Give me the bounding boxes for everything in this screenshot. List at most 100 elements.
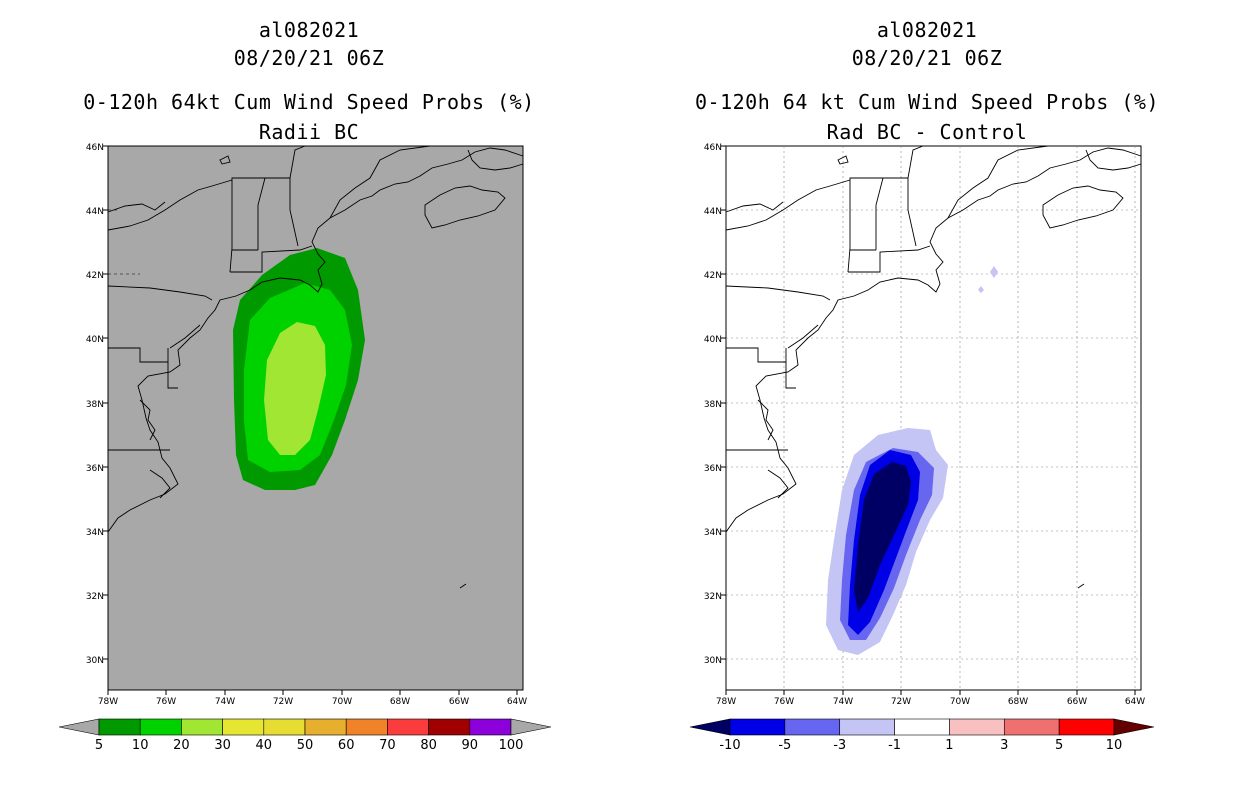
right-colorbar: -10 -5 -3 -1 1 3 5 10: [689, 718, 1155, 753]
colorbar-label: 1: [945, 738, 953, 753]
colorbar-label: 60: [338, 738, 355, 753]
colorbar-over-arrow: [510, 718, 552, 736]
colorbar-label: 10: [132, 738, 149, 753]
colorbar-swatch: [949, 718, 1005, 736]
probability-contours: [233, 248, 365, 490]
colorbar-swatch: [387, 718, 429, 736]
lat-label: 34N: [86, 528, 104, 538]
coastlines-borders: [107, 145, 524, 589]
lon-label: 78W: [716, 697, 736, 707]
lat-label: 42N: [704, 271, 722, 281]
colorbar-swatch: [729, 718, 786, 736]
colorbar-swatch: [263, 718, 306, 736]
colorbar-label: -1: [888, 738, 901, 753]
lon-label: 68W: [390, 697, 410, 707]
contour-minus-10: [854, 462, 911, 612]
lat-labels: 46N 44N 42N 40N 38N 36N 34N 32N 30N: [86, 143, 104, 666]
forecast-datetime: 08/20/21 06Z: [233, 46, 385, 70]
map-frame-background: [725, 145, 1142, 691]
product-title: 0-120h 64kt Cum Wind Speed Probs (%): [83, 90, 535, 114]
lat-label: 38N: [704, 400, 722, 410]
lat-label: 30N: [704, 656, 722, 666]
lat-label: 32N: [86, 592, 104, 602]
product-title: 0-120h 64 kt Cum Wind Speed Probs (%): [694, 90, 1160, 114]
lon-label: 68W: [1008, 697, 1028, 707]
colorbar-label: 90: [462, 738, 479, 753]
lat-label: 30N: [86, 656, 104, 666]
left-map-panel: al082021 08/20/21 06Z 0-120h 64kt Cum Wi…: [58, 18, 552, 753]
colorbar-label: 70: [379, 738, 396, 753]
lat-label: 34N: [704, 528, 722, 538]
lat-label: 44N: [86, 207, 104, 217]
colorbar-under-arrow: [58, 718, 100, 736]
lon-label: 76W: [156, 697, 176, 707]
product-subtitle: Rad BC - Control: [826, 120, 1028, 144]
colorbar-label: 10: [1106, 738, 1123, 753]
colorbar-label: 5: [1055, 738, 1063, 753]
lon-label: 78W: [98, 697, 118, 707]
colorbar-under-arrow: [689, 718, 731, 736]
lon-label: 76W: [774, 697, 794, 707]
lon-label: 74W: [833, 697, 853, 707]
lon-label: 70W: [332, 697, 352, 707]
colorbar-swatch: [139, 718, 182, 736]
lat-ticks: [103, 145, 108, 660]
lon-label: 70W: [950, 697, 970, 707]
colorbar-swatch: [181, 718, 223, 736]
left-map-svg: 46N 44N 42N 40N 38N 36N 34N 32N 30N 78W …: [58, 143, 552, 753]
colorbar-label: 100: [499, 738, 524, 753]
colorbar-over-arrow: [1113, 718, 1155, 736]
lon-label: 72W: [273, 697, 293, 707]
right-map-panel: al082021 08/20/21 06Z 0-120h 64 kt Cum W…: [618, 0, 1236, 800]
contour-minus-1-small: [978, 266, 998, 293]
lat-label: 32N: [704, 592, 722, 602]
grid-lines: [726, 146, 1141, 690]
colorbar-label: 20: [173, 738, 190, 753]
colorbar-label: -3: [833, 738, 846, 753]
colorbar-label: -5: [778, 738, 791, 753]
colorbar-label: 5: [95, 738, 103, 753]
contour-20pct: [264, 322, 326, 455]
left-colorbar: 5 10 20 30 40 50 60 70 80 90 100: [58, 718, 552, 753]
lon-label: 66W: [1067, 697, 1087, 707]
colorbar-label: 80: [420, 738, 437, 753]
colorbar-swatch: [839, 718, 895, 736]
right-map-svg: 46N 44N 42N 40N 38N 36N 34N 32N 30N 78W …: [689, 143, 1155, 753]
lat-label: 46N: [704, 143, 722, 153]
grid-lines: [108, 209, 140, 275]
lat-ticks: [721, 145, 726, 660]
lat-label: 42N: [86, 271, 104, 281]
lat-label: 44N: [704, 207, 722, 217]
lon-labels: 78W 76W 74W 72W 70W 68W 66W 64W: [716, 697, 1145, 707]
colorbar-swatch: [1058, 718, 1115, 736]
storm-id: al082021: [258, 18, 360, 42]
lon-ticks: [107, 690, 518, 695]
colorbar-label: 40: [256, 738, 273, 753]
colorbar-label: 3: [1000, 738, 1008, 753]
product-subtitle: Radii BC: [258, 120, 360, 144]
colorbar-swatch: [345, 718, 388, 736]
difference-contours: [826, 266, 998, 655]
lon-label: 64W: [1125, 697, 1145, 707]
colorbar-swatch: [1003, 718, 1060, 736]
lat-label: 40N: [704, 335, 722, 345]
colorbar-label: -10: [719, 738, 740, 753]
colorbar-label: 50: [297, 738, 314, 753]
lon-label: 74W: [215, 697, 235, 707]
lon-labels: 78W 76W 74W 72W 70W 68W 66W 64W: [98, 697, 527, 707]
coastlines-borders: [725, 145, 1142, 589]
colorbar-swatch: [784, 718, 841, 736]
colorbar-swatch: [428, 718, 471, 736]
lat-label: 40N: [86, 335, 104, 345]
lat-label: 36N: [704, 464, 722, 474]
colorbar-swatch: [222, 718, 265, 736]
lat-labels: 46N 44N 42N 40N 38N 36N 34N 32N 30N: [704, 143, 722, 666]
lon-label: 66W: [449, 697, 469, 707]
lon-ticks: [725, 690, 1136, 695]
lon-label: 72W: [891, 697, 911, 707]
forecast-datetime: 08/20/21 06Z: [851, 46, 1003, 70]
lon-label: 64W: [507, 697, 527, 707]
colorbar-swatch: [98, 718, 141, 736]
lat-label: 46N: [86, 143, 104, 153]
storm-id: al082021: [876, 18, 978, 42]
